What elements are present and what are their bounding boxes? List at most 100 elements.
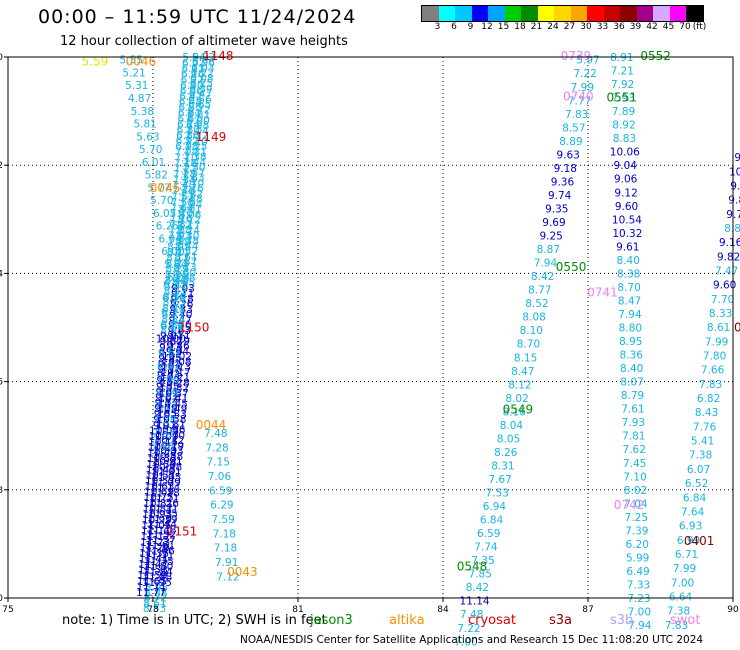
swh-value: 9.94 bbox=[166, 346, 190, 358]
swh-value: 8.67 bbox=[174, 257, 197, 269]
swh-value: 10.21 bbox=[148, 442, 178, 454]
swh-value: 10.0 bbox=[729, 166, 740, 178]
swh-value: 11.59 bbox=[137, 570, 167, 582]
swh-value: 9.69 bbox=[542, 217, 565, 229]
swh-value: 10.66 bbox=[155, 425, 185, 437]
map-axes: 75 78 81 84 87 90 0 -2 -4 -6 -8 -10 bbox=[0, 53, 739, 615]
swh-value: 10.02 bbox=[162, 351, 192, 363]
swh-value: 7.93 bbox=[611, 93, 634, 105]
swh-value: 8.02 bbox=[624, 485, 647, 497]
color-scale-label: 9 bbox=[467, 22, 474, 32]
swh-value: 10.57 bbox=[145, 475, 175, 487]
swh-value: 6.59 bbox=[477, 528, 500, 540]
swh-value: 7.20 bbox=[185, 136, 208, 148]
pass-time-label: 0045 bbox=[150, 181, 181, 195]
swh-value: 11.61 bbox=[145, 540, 175, 552]
map-grid bbox=[8, 57, 733, 598]
satellite-legend-item: jason3 bbox=[310, 613, 353, 628]
swh-value: 7.88 bbox=[168, 225, 191, 237]
swh-value: 8.61 bbox=[707, 322, 730, 334]
swh-value: 11.11 bbox=[141, 526, 171, 538]
swh-value: 8.80 bbox=[173, 267, 196, 279]
swh-value: 6.47 bbox=[189, 89, 212, 101]
swh-value: 6.21 bbox=[161, 306, 184, 318]
swh-value: 8.12 bbox=[508, 379, 531, 391]
swh-value: 6.84 bbox=[480, 515, 504, 527]
pass-time-label: 0401 bbox=[684, 534, 715, 548]
pass-time-label: 0552 bbox=[640, 49, 671, 63]
swh-value: 7.99 bbox=[571, 82, 594, 94]
swh-value: 6.00 bbox=[161, 246, 184, 258]
swh-value: 7.10 bbox=[623, 471, 646, 483]
swh-value: 10.93 bbox=[142, 509, 172, 521]
swh-value: 8.29 bbox=[165, 264, 188, 276]
swh-value: 7.83 bbox=[665, 620, 688, 632]
swh-value: 6.90 bbox=[186, 115, 209, 127]
color-swatch bbox=[504, 6, 521, 21]
swh-value: 8.43 bbox=[695, 407, 718, 419]
swh-value: 11.80 bbox=[143, 561, 173, 573]
swh-value: 8.36 bbox=[620, 350, 644, 362]
swh-value: 8.07 bbox=[620, 377, 643, 389]
swh-value: 5.31 bbox=[125, 80, 148, 92]
swh-value: 6.81 bbox=[187, 110, 210, 122]
swh-value: 7.99 bbox=[705, 336, 728, 348]
swh-value: 7.18 bbox=[214, 543, 237, 555]
swh-value: 10.98 bbox=[152, 461, 182, 473]
swh-value: 6.67 bbox=[177, 113, 200, 125]
swh-value: 6.07 bbox=[687, 464, 710, 476]
swh-value: 9.5 bbox=[730, 180, 740, 192]
x-tick-label: 75 bbox=[2, 605, 13, 615]
swh-value: 7.66 bbox=[701, 365, 725, 377]
swh-value: 6.48 bbox=[179, 97, 202, 109]
swh-value: 7.04 bbox=[175, 147, 199, 159]
swh-value: 7.64 bbox=[170, 202, 194, 214]
swh-value: 11.05 bbox=[141, 520, 171, 532]
swh-value: 6.71 bbox=[675, 549, 698, 561]
color-scale-label: 70 bbox=[679, 22, 691, 32]
map-title: 00:00 – 11:59 UTC 11/24/2024 bbox=[38, 6, 357, 28]
y-tick-label: 0 bbox=[0, 53, 3, 63]
swh-value: 8.26 bbox=[494, 447, 518, 459]
swh-value: 7.38 bbox=[667, 606, 690, 618]
pass-time-label: 1149 bbox=[196, 130, 227, 144]
swh-value: 8.02 bbox=[505, 393, 528, 405]
swh-value: 9.55 bbox=[156, 381, 179, 393]
swh-value: 8.95 bbox=[145, 582, 168, 594]
swh-value: 9.79 bbox=[154, 403, 177, 415]
swh-value: 6.94 bbox=[483, 501, 507, 513]
swh-value: 7.70 bbox=[711, 294, 734, 306]
swh-value: 7.40 bbox=[172, 180, 195, 192]
color-swatch bbox=[455, 6, 472, 21]
satellite-legend-item: s3a bbox=[549, 613, 573, 628]
swh-value: 7.82 bbox=[180, 188, 203, 200]
swh-value: 10.32 bbox=[612, 228, 642, 240]
swh-value: 8.72 bbox=[144, 593, 167, 605]
swh-value: 8.77 bbox=[162, 308, 185, 320]
swh-value: 5.97 bbox=[576, 55, 599, 67]
pass-time-label: 0740 bbox=[563, 89, 594, 103]
swh-value: 6.93 bbox=[679, 521, 702, 533]
swh-value: 9.67 bbox=[155, 392, 178, 404]
swh-value: 10.88 bbox=[153, 451, 183, 463]
pass-time-label: 5.59 bbox=[82, 54, 109, 68]
swh-value: 7.61 bbox=[621, 404, 644, 416]
color-swatch bbox=[554, 6, 571, 21]
swh-value: 7.93 bbox=[168, 230, 191, 242]
swh-value: 9.97 bbox=[153, 420, 176, 432]
swh-value: 10.54 bbox=[612, 214, 642, 226]
swh-value: 8.70 bbox=[617, 282, 640, 294]
color-swatch bbox=[669, 6, 686, 21]
swh-value: 8.17 bbox=[166, 253, 189, 265]
swh-value: 6.03 bbox=[191, 62, 214, 74]
swh-value: 11.48 bbox=[147, 524, 177, 536]
swh-value: 6.25 bbox=[190, 78, 213, 90]
swh-value: 8.53 bbox=[164, 286, 187, 298]
swh-value: 7.06 bbox=[156, 374, 180, 386]
color-scale-labels: 3 6 9 12 15 18 21 24 27 30 33 36 39 42 45 70 (ft) bbox=[421, 22, 731, 34]
swh-value: 9.56 bbox=[168, 320, 192, 332]
pass-time-label: 0046 bbox=[126, 54, 157, 68]
swh-value: 11.09 bbox=[151, 477, 181, 489]
color-swatch bbox=[521, 6, 538, 21]
swh-value: 8.61 bbox=[174, 251, 197, 263]
